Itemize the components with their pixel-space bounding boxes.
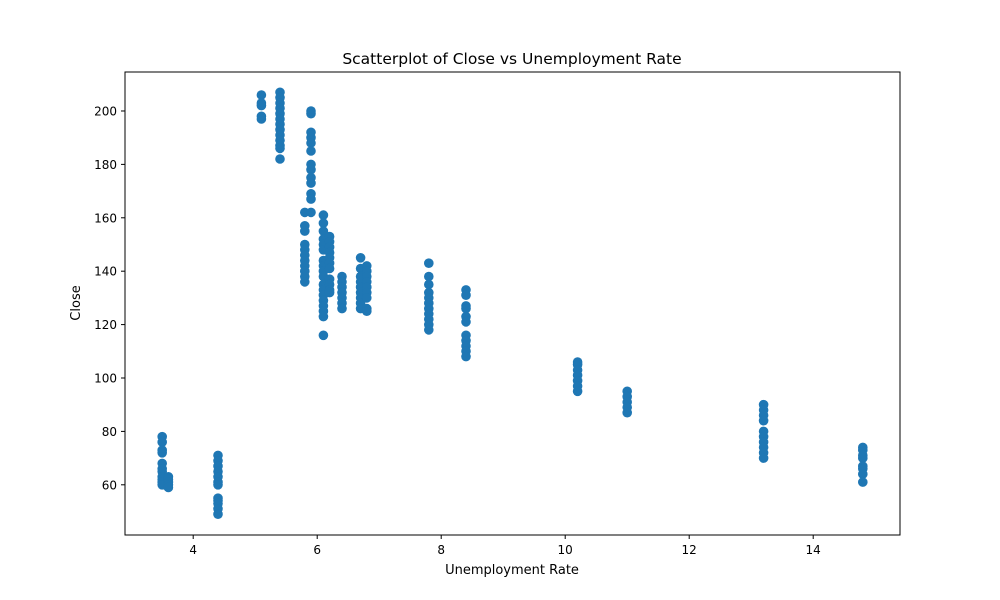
data-point	[306, 138, 316, 148]
y-tick-label: 160	[94, 211, 117, 225]
data-point	[275, 143, 285, 154]
data-point	[572, 386, 583, 397]
y-axis: 60 80 100 120 140 160 180 200	[94, 104, 125, 492]
data-point	[461, 303, 471, 314]
x-tick-label: 14	[806, 543, 821, 557]
data-point	[306, 194, 316, 204]
data-point	[424, 279, 434, 290]
data-point	[306, 207, 316, 218]
x-tick-label: 12	[682, 543, 697, 557]
y-tick-label: 140	[94, 265, 117, 279]
data-point	[157, 437, 167, 447]
points-layer	[157, 87, 868, 519]
data-point	[213, 509, 223, 519]
data-point	[256, 114, 267, 124]
data-point	[461, 290, 471, 301]
y-tick-label: 60	[102, 478, 117, 492]
data-point	[355, 252, 366, 263]
x-axis-label: Unemployment Rate	[445, 563, 579, 578]
y-tick-label: 180	[94, 158, 117, 172]
data-point	[858, 469, 868, 479]
chart-title: Scatterplot of Close vs Unemployment Rat…	[342, 50, 681, 68]
data-point	[424, 258, 434, 269]
data-point	[306, 178, 316, 188]
data-point	[461, 351, 471, 362]
x-axis: 4 6 8 10 12 14	[189, 535, 821, 557]
data-point	[213, 480, 223, 490]
data-point	[306, 146, 316, 156]
data-point	[758, 415, 769, 426]
data-point	[858, 453, 868, 463]
data-point	[306, 108, 316, 119]
data-point	[324, 287, 335, 298]
data-point	[318, 210, 329, 220]
data-point	[157, 448, 167, 458]
data-point	[424, 271, 434, 282]
y-tick-label: 120	[94, 318, 117, 332]
data-point	[300, 226, 310, 236]
data-point	[758, 453, 769, 463]
x-tick-label: 4	[189, 543, 197, 557]
data-point	[275, 154, 285, 164]
data-point	[362, 306, 372, 317]
data-point	[362, 293, 372, 303]
y-axis-label: Close	[69, 285, 84, 320]
y-tick-label: 80	[102, 425, 117, 439]
x-tick-label: 8	[437, 543, 445, 557]
data-point	[318, 218, 329, 228]
data-point	[318, 311, 329, 322]
data-point	[163, 482, 174, 493]
data-point	[256, 100, 267, 111]
y-tick-label: 200	[94, 104, 117, 118]
data-point	[337, 303, 347, 314]
data-point	[318, 330, 329, 341]
x-tick-label: 6	[313, 543, 321, 557]
y-tick-label: 100	[94, 371, 117, 385]
plot-frame	[124, 71, 901, 536]
data-point	[858, 477, 868, 487]
data-point	[256, 90, 267, 100]
data-point	[318, 226, 329, 236]
data-point	[306, 164, 316, 175]
data-point	[300, 277, 310, 287]
x-tick-label: 10	[558, 543, 573, 557]
data-point	[324, 263, 335, 274]
data-point	[622, 407, 632, 418]
data-point	[461, 317, 471, 327]
data-point	[424, 325, 434, 335]
